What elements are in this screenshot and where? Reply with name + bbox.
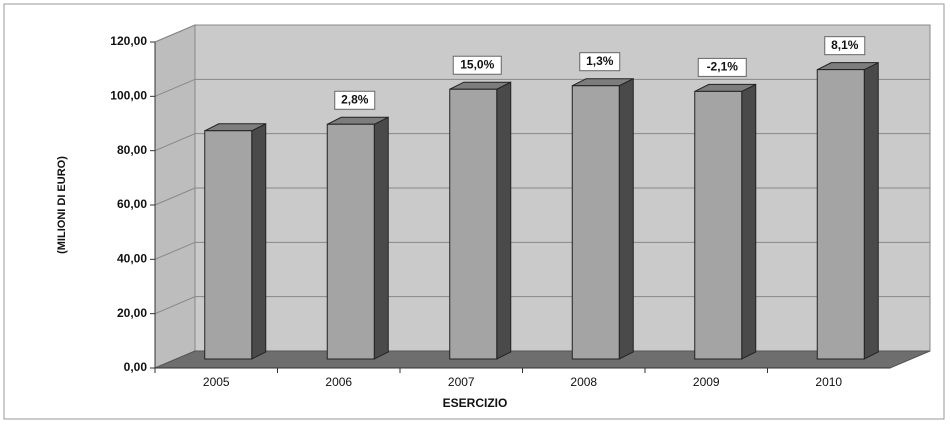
label-box xyxy=(579,52,621,72)
bar-front xyxy=(816,69,865,360)
y-tick-label: 60,00 xyxy=(117,197,147,211)
grid-line xyxy=(154,241,930,260)
y-tick-label: 80,00 xyxy=(117,143,147,157)
bar xyxy=(816,61,879,360)
y-tick-label: 40,00 xyxy=(117,252,147,266)
x-tick-label: 2008 xyxy=(570,375,597,389)
x-tick-label: 2009 xyxy=(693,375,720,389)
y-axis-label: (MILIONI DI EURO) xyxy=(56,156,68,254)
bar-side xyxy=(496,81,512,360)
label-box xyxy=(452,55,502,75)
grid-line xyxy=(154,78,930,97)
grid-line xyxy=(154,24,930,43)
grid-line xyxy=(154,187,930,206)
x-tick-label: 2005 xyxy=(203,375,230,389)
x-tick-label: 2007 xyxy=(448,375,475,389)
growth-label: -2,1% xyxy=(707,60,739,74)
x-tick-label: 2006 xyxy=(325,375,352,389)
bar-front xyxy=(326,123,375,360)
growth-label: 1,3% xyxy=(586,54,614,68)
growth-label: 15,0% xyxy=(460,57,494,71)
x-tick-label: 2010 xyxy=(815,375,842,389)
label-box xyxy=(697,57,747,77)
bar-side xyxy=(251,122,267,360)
label-box xyxy=(824,36,866,56)
bar-side xyxy=(373,116,389,360)
bar-front xyxy=(571,85,620,360)
bar-side xyxy=(741,83,757,360)
bar-front xyxy=(694,90,743,360)
bar-side xyxy=(618,77,634,360)
floor xyxy=(154,350,931,369)
y-tick-label: 0,00 xyxy=(124,360,148,374)
y-tick-label: 20,00 xyxy=(117,306,147,320)
growth-label: 2,8% xyxy=(341,92,369,106)
bar-side xyxy=(863,61,879,360)
bar xyxy=(449,81,512,360)
x-axis-label: ESERCIZIO xyxy=(443,396,508,410)
grid-line xyxy=(154,133,930,152)
label-box xyxy=(334,90,376,110)
bar xyxy=(204,122,267,360)
bar xyxy=(694,83,757,360)
y-tick-label: 100,00 xyxy=(110,89,147,103)
y-tick-label: 120,00 xyxy=(110,34,147,48)
grid-line xyxy=(154,296,930,315)
bar xyxy=(571,77,634,360)
growth-label: 8,1% xyxy=(831,38,859,52)
bar xyxy=(326,116,389,360)
bar-front xyxy=(449,88,498,360)
bar-front xyxy=(204,130,253,360)
